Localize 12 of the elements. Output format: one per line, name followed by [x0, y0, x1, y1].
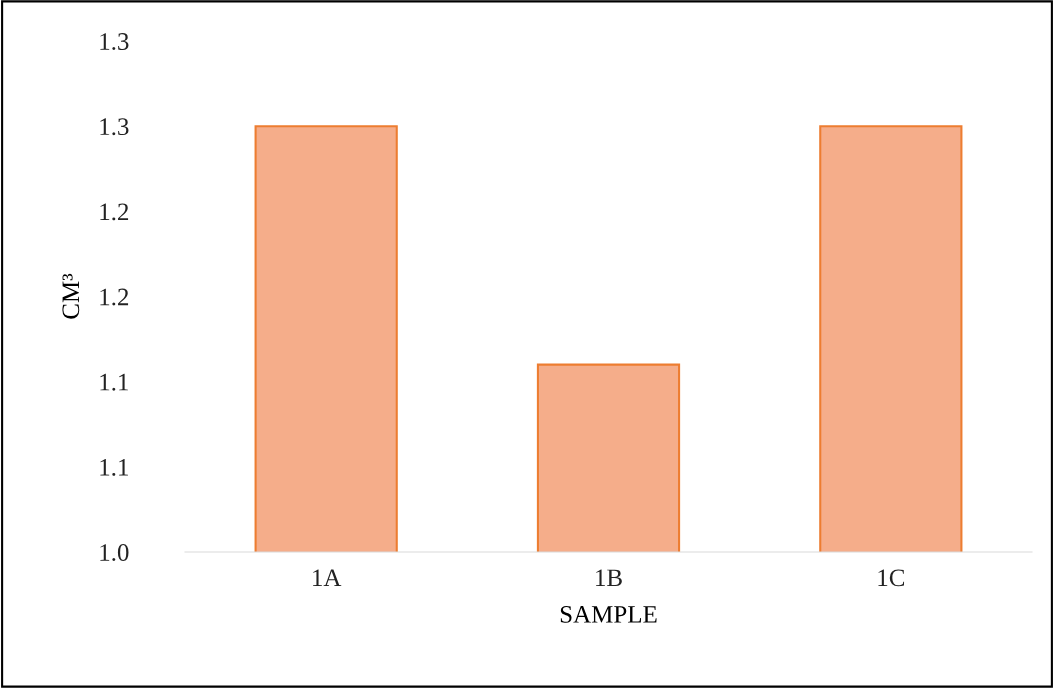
y-tick-label: 1.2 — [100, 203, 129, 221]
x-tick-label: 1A — [313, 569, 342, 587]
x-tick-label: 1C — [878, 569, 905, 587]
x-tick-label: 1B — [596, 569, 622, 587]
y-axis-title: CM³ — [62, 273, 80, 319]
y-tick-label: 1.2 — [100, 288, 129, 306]
x-axis-title: SAMPLE — [560, 606, 657, 623]
y-tick-label: 1.1 — [100, 459, 128, 476]
y-tick-label: 1.1 — [100, 373, 128, 391]
y-tick-label: 1.0 — [100, 544, 129, 562]
y-tick-label: 1.3 — [100, 118, 129, 136]
y-tick-label: 1.3 — [100, 33, 129, 51]
